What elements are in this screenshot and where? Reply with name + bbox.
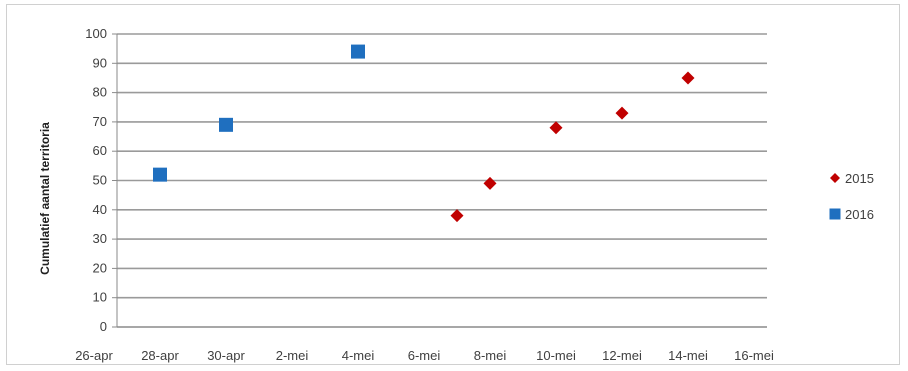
y-tick-label: 0 bbox=[100, 319, 107, 334]
data-point bbox=[615, 106, 629, 120]
series-2015 bbox=[450, 71, 695, 223]
chart-container: 0 10 20 30 40 50 60 70 80 90 100 26-apr 28-apr 30-ap… bbox=[6, 4, 900, 365]
y-tick-label: 10 bbox=[93, 290, 107, 305]
legend-marker bbox=[830, 173, 840, 183]
data-point bbox=[483, 176, 497, 190]
x-tick-label: 4-mei bbox=[342, 348, 375, 363]
x-tick-label: 10-mei bbox=[536, 348, 576, 363]
data-point bbox=[681, 71, 695, 85]
x-tick-label: 2-mei bbox=[276, 348, 309, 363]
data-point bbox=[219, 117, 233, 132]
x-tick-label: 16-mei bbox=[734, 348, 774, 363]
x-tick-label: 28-apr bbox=[141, 348, 179, 363]
data-point bbox=[153, 167, 167, 182]
y-axis-ticks: 0 10 20 30 40 50 60 70 80 90 100 bbox=[85, 26, 117, 334]
legend-marker bbox=[829, 208, 841, 220]
scatter-chart: 0 10 20 30 40 50 60 70 80 90 100 26-apr 28-apr 30-ap… bbox=[38, 26, 874, 363]
series-2016 bbox=[153, 44, 365, 182]
data-point bbox=[351, 44, 365, 59]
y-tick-label: 70 bbox=[93, 114, 107, 129]
legend: 2015 2016 bbox=[829, 171, 874, 222]
y-tick-label: 100 bbox=[85, 26, 107, 41]
x-tick-label: 26-apr bbox=[75, 348, 113, 363]
x-tick-label: 6-mei bbox=[408, 348, 441, 363]
x-axis-ticks: 26-apr 28-apr 30-apr 2-mei 4-mei 6-mei 8-mei 10… bbox=[75, 348, 774, 363]
x-tick-label: 30-apr bbox=[207, 348, 245, 363]
legend-item: 2015 bbox=[830, 171, 874, 186]
y-tick-label: 40 bbox=[93, 202, 107, 217]
gridlines bbox=[117, 33, 767, 299]
y-tick-label: 50 bbox=[93, 173, 107, 188]
x-tick-label: 14-mei bbox=[668, 348, 708, 363]
data-point bbox=[549, 121, 563, 135]
y-tick-label: 60 bbox=[93, 143, 107, 158]
data-point bbox=[450, 209, 464, 223]
x-tick-label: 12-mei bbox=[602, 348, 642, 363]
series bbox=[153, 44, 695, 223]
legend-label: 2016 bbox=[845, 207, 874, 222]
y-axis-title: Cumulatief aantal territoria bbox=[38, 122, 52, 275]
legend-item: 2016 bbox=[829, 207, 874, 222]
y-tick-label: 80 bbox=[93, 85, 107, 100]
y-tick-label: 90 bbox=[93, 55, 107, 70]
y-tick-label: 30 bbox=[93, 231, 107, 246]
legend-label: 2015 bbox=[845, 171, 874, 186]
x-tick-label: 8-mei bbox=[474, 348, 507, 363]
y-tick-label: 20 bbox=[93, 260, 107, 275]
